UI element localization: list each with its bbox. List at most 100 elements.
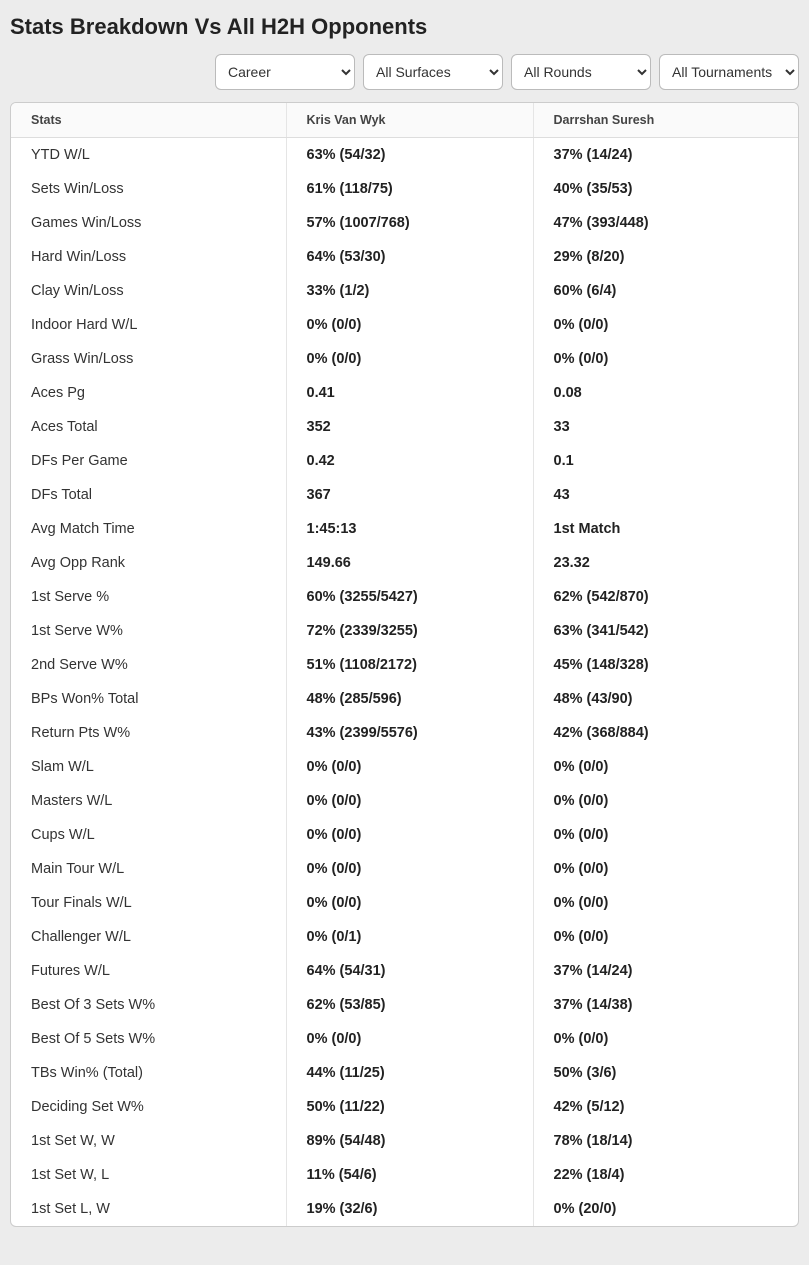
player2-value: 42% (368/884) bbox=[533, 716, 798, 750]
player1-value: 0% (0/1) bbox=[286, 920, 533, 954]
player1-value: 63% (54/32) bbox=[286, 138, 533, 173]
player2-value: 47% (393/448) bbox=[533, 206, 798, 240]
table-row: 1st Set W, W89% (54/48)78% (18/14) bbox=[11, 1124, 798, 1158]
player2-value: 23.32 bbox=[533, 546, 798, 580]
filters-row: Career All Surfaces All Rounds All Tourn… bbox=[10, 54, 799, 90]
table-row: Challenger W/L0% (0/1)0% (0/0) bbox=[11, 920, 798, 954]
stat-label: Sets Win/Loss bbox=[11, 172, 286, 206]
player1-value: 64% (54/31) bbox=[286, 954, 533, 988]
player1-value: 62% (53/85) bbox=[286, 988, 533, 1022]
player1-value: 0% (0/0) bbox=[286, 784, 533, 818]
player1-value: 367 bbox=[286, 478, 533, 512]
stat-label: Grass Win/Loss bbox=[11, 342, 286, 376]
table-row: Avg Match Time1:45:131st Match bbox=[11, 512, 798, 546]
table-row: Tour Finals W/L0% (0/0)0% (0/0) bbox=[11, 886, 798, 920]
table-row: 1st Set L, W19% (32/6)0% (20/0) bbox=[11, 1192, 798, 1226]
table-row: Deciding Set W%50% (11/22)42% (5/12) bbox=[11, 1090, 798, 1124]
player2-value: 37% (14/24) bbox=[533, 138, 798, 173]
player2-value: 0% (0/0) bbox=[533, 784, 798, 818]
table-row: Grass Win/Loss0% (0/0)0% (0/0) bbox=[11, 342, 798, 376]
player2-value: 22% (18/4) bbox=[533, 1158, 798, 1192]
table-row: Sets Win/Loss61% (118/75)40% (35/53) bbox=[11, 172, 798, 206]
player2-value: 78% (18/14) bbox=[533, 1124, 798, 1158]
player1-value: 19% (32/6) bbox=[286, 1192, 533, 1226]
player1-value: 50% (11/22) bbox=[286, 1090, 533, 1124]
stat-label: Tour Finals W/L bbox=[11, 886, 286, 920]
player2-value: 0% (0/0) bbox=[533, 886, 798, 920]
table-row: Best Of 5 Sets W%0% (0/0)0% (0/0) bbox=[11, 1022, 798, 1056]
stats-table-container: Stats Kris Van Wyk Darrshan Suresh YTD W… bbox=[10, 102, 799, 1227]
table-row: Hard Win/Loss64% (53/30)29% (8/20) bbox=[11, 240, 798, 274]
stat-label: Aces Pg bbox=[11, 376, 286, 410]
player1-value: 0.41 bbox=[286, 376, 533, 410]
player2-value: 45% (148/328) bbox=[533, 648, 798, 682]
player1-value: 51% (1108/2172) bbox=[286, 648, 533, 682]
player1-value: 57% (1007/768) bbox=[286, 206, 533, 240]
filter-rounds[interactable]: All Rounds bbox=[511, 54, 651, 90]
col-stats: Stats bbox=[11, 103, 286, 138]
table-row: DFs Total36743 bbox=[11, 478, 798, 512]
player1-value: 0% (0/0) bbox=[286, 852, 533, 886]
player2-value: 1st Match bbox=[533, 512, 798, 546]
player1-value: 61% (118/75) bbox=[286, 172, 533, 206]
player2-value: 0% (0/0) bbox=[533, 308, 798, 342]
player2-value: 60% (6/4) bbox=[533, 274, 798, 308]
player1-value: 0% (0/0) bbox=[286, 750, 533, 784]
stat-label: 1st Set L, W bbox=[11, 1192, 286, 1226]
player2-value: 42% (5/12) bbox=[533, 1090, 798, 1124]
stat-label: Main Tour W/L bbox=[11, 852, 286, 886]
player2-value: 0% (0/0) bbox=[533, 750, 798, 784]
player1-value: 0% (0/0) bbox=[286, 342, 533, 376]
table-row: Indoor Hard W/L0% (0/0)0% (0/0) bbox=[11, 308, 798, 342]
stat-label: 1st Serve % bbox=[11, 580, 286, 614]
player2-value: 0% (0/0) bbox=[533, 818, 798, 852]
stats-table: Stats Kris Van Wyk Darrshan Suresh YTD W… bbox=[11, 103, 798, 1226]
filter-surfaces[interactable]: All Surfaces bbox=[363, 54, 503, 90]
table-row: Aces Pg0.410.08 bbox=[11, 376, 798, 410]
table-header-row: Stats Kris Van Wyk Darrshan Suresh bbox=[11, 103, 798, 138]
table-row: Slam W/L0% (0/0)0% (0/0) bbox=[11, 750, 798, 784]
player1-value: 44% (11/25) bbox=[286, 1056, 533, 1090]
player2-value: 62% (542/870) bbox=[533, 580, 798, 614]
stat-label: Aces Total bbox=[11, 410, 286, 444]
stat-label: TBs Win% (Total) bbox=[11, 1056, 286, 1090]
col-player2: Darrshan Suresh bbox=[533, 103, 798, 138]
player2-value: 63% (341/542) bbox=[533, 614, 798, 648]
table-row: Avg Opp Rank149.6623.32 bbox=[11, 546, 798, 580]
table-row: 2nd Serve W%51% (1108/2172)45% (148/328) bbox=[11, 648, 798, 682]
stat-label: Deciding Set W% bbox=[11, 1090, 286, 1124]
table-row: Best Of 3 Sets W%62% (53/85)37% (14/38) bbox=[11, 988, 798, 1022]
player2-value: 37% (14/38) bbox=[533, 988, 798, 1022]
table-row: Main Tour W/L0% (0/0)0% (0/0) bbox=[11, 852, 798, 886]
stat-label: Slam W/L bbox=[11, 750, 286, 784]
table-row: Clay Win/Loss33% (1/2)60% (6/4) bbox=[11, 274, 798, 308]
filter-tournaments[interactable]: All Tournaments bbox=[659, 54, 799, 90]
stat-label: Games Win/Loss bbox=[11, 206, 286, 240]
player1-value: 0.42 bbox=[286, 444, 533, 478]
stat-label: Best Of 3 Sets W% bbox=[11, 988, 286, 1022]
table-row: Futures W/L64% (54/31)37% (14/24) bbox=[11, 954, 798, 988]
table-row: TBs Win% (Total)44% (11/25)50% (3/6) bbox=[11, 1056, 798, 1090]
player1-value: 43% (2399/5576) bbox=[286, 716, 533, 750]
table-row: Masters W/L0% (0/0)0% (0/0) bbox=[11, 784, 798, 818]
player2-value: 0% (0/0) bbox=[533, 852, 798, 886]
player2-value: 0% (0/0) bbox=[533, 342, 798, 376]
stat-label: Best Of 5 Sets W% bbox=[11, 1022, 286, 1056]
filter-career[interactable]: Career bbox=[215, 54, 355, 90]
stat-label: Indoor Hard W/L bbox=[11, 308, 286, 342]
player2-value: 48% (43/90) bbox=[533, 682, 798, 716]
stat-label: 2nd Serve W% bbox=[11, 648, 286, 682]
player1-value: 64% (53/30) bbox=[286, 240, 533, 274]
stat-label: Hard Win/Loss bbox=[11, 240, 286, 274]
stat-label: 1st Set W, W bbox=[11, 1124, 286, 1158]
player2-value: 0.1 bbox=[533, 444, 798, 478]
stat-label: Return Pts W% bbox=[11, 716, 286, 750]
table-row: BPs Won% Total48% (285/596)48% (43/90) bbox=[11, 682, 798, 716]
player1-value: 0% (0/0) bbox=[286, 1022, 533, 1056]
stat-label: Cups W/L bbox=[11, 818, 286, 852]
table-row: YTD W/L63% (54/32)37% (14/24) bbox=[11, 138, 798, 173]
stat-label: BPs Won% Total bbox=[11, 682, 286, 716]
player1-value: 33% (1/2) bbox=[286, 274, 533, 308]
player2-value: 50% (3/6) bbox=[533, 1056, 798, 1090]
table-row: 1st Serve %60% (3255/5427)62% (542/870) bbox=[11, 580, 798, 614]
